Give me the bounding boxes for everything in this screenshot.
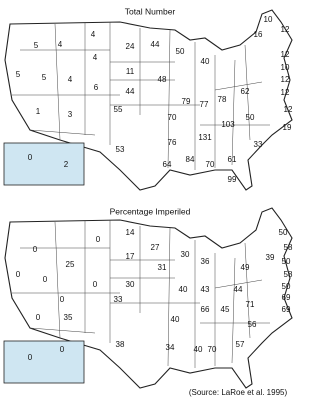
state-value: 79 (182, 97, 191, 106)
state-value: 53 (116, 145, 125, 154)
state-value: 5 (34, 41, 39, 50)
state-value: 64 (163, 160, 172, 169)
state-value: 0 (43, 275, 48, 284)
bottom-map: Percentage Imperiled (3, 206, 293, 389)
state-value: 0 (36, 313, 41, 322)
state-value: 40 (179, 285, 188, 294)
state-value: 12 (284, 105, 293, 114)
state-value: 12 (281, 88, 290, 97)
state-value: 50 (282, 282, 291, 291)
state-value: 69 (282, 305, 291, 314)
state-value: 3 (68, 110, 73, 119)
state-value: 4 (68, 75, 73, 84)
state-value: 6 (94, 83, 99, 92)
state-value: 62 (241, 87, 250, 96)
map-title: Total Number (125, 6, 176, 16)
state-value: 78 (218, 95, 227, 104)
source-note: (Source: LaRoe et al. 1995) (189, 388, 288, 397)
state-value: 10 (281, 63, 290, 72)
state-value: 27 (151, 243, 160, 252)
state-value: 5 (16, 70, 21, 79)
state-value: 36 (201, 257, 210, 266)
state-value: 4 (93, 53, 98, 62)
state-value: 58 (284, 243, 293, 252)
state-value: 17 (126, 252, 135, 261)
state-value: 30 (181, 250, 190, 259)
state-value: 66 (201, 305, 210, 314)
state-value: 44 (234, 285, 243, 294)
state-value: 0 (28, 153, 33, 162)
state-value: 34 (166, 343, 175, 352)
state-value: 70 (168, 113, 177, 122)
state-value: 77 (200, 100, 209, 109)
state-value: 70 (206, 160, 215, 169)
state-value: 19 (283, 123, 292, 132)
state-value: 50 (279, 228, 288, 237)
state-value: 103 (221, 120, 235, 129)
state-value: 55 (114, 105, 123, 114)
state-value: 5 (42, 73, 47, 82)
state-value: 0 (93, 280, 98, 289)
state-value: 50 (246, 113, 255, 122)
state-value: 61 (228, 155, 237, 164)
state-value: 33 (114, 295, 123, 304)
top-map: Total Number (3, 6, 293, 191)
state-value: 0 (60, 295, 65, 304)
state-value: 44 (151, 40, 160, 49)
state-value: 4 (58, 40, 63, 49)
state-value: 14 (126, 228, 135, 237)
state-value: 12 (281, 25, 290, 34)
state-value: 38 (116, 340, 125, 349)
state-value: 76 (168, 138, 177, 147)
state-value: 33 (254, 140, 263, 149)
state-value: 50 (176, 47, 185, 56)
map-figure: Total Number Percentage Imperiled (Sourc… (3, 6, 293, 397)
state-value: 25 (66, 260, 75, 269)
state-value: 16 (254, 30, 263, 39)
alaska-hawaii-inset (3, 340, 85, 384)
state-value: 48 (158, 75, 167, 84)
state-value: 1 (36, 107, 41, 116)
state-value: 49 (241, 263, 250, 272)
map-title: Percentage Imperiled (110, 206, 191, 216)
state-value: 12 (281, 75, 290, 84)
state-value: 58 (284, 270, 293, 279)
state-value: 0 (16, 270, 21, 279)
state-value: 11 (126, 67, 135, 76)
state-value: 56 (248, 320, 257, 329)
state-value: 57 (236, 340, 245, 349)
state-value: 40 (201, 57, 210, 66)
state-value: 24 (126, 42, 135, 51)
state-value: 0 (96, 235, 101, 244)
state-value: 0 (33, 245, 38, 254)
state-value: 70 (208, 345, 217, 354)
state-value: 99 (228, 175, 237, 184)
state-value: 131 (198, 133, 212, 142)
state-value: 71 (246, 300, 255, 309)
state-value: 45 (221, 305, 230, 314)
state-value: 31 (158, 263, 167, 272)
state-value: 39 (266, 253, 275, 262)
state-value: 50 (282, 257, 291, 266)
state-value: 0 (60, 345, 65, 354)
state-value: 30 (126, 280, 135, 289)
state-value: 12 (281, 50, 290, 59)
state-value: 35 (64, 313, 73, 322)
state-value: 0 (28, 353, 33, 362)
alaska-hawaii-inset (3, 142, 85, 186)
state-value: 40 (171, 315, 180, 324)
state-value: 4 (91, 30, 96, 39)
state-value: 44 (126, 87, 135, 96)
state-value: 43 (201, 285, 210, 294)
state-value: 2 (64, 160, 69, 169)
state-value: 40 (194, 345, 203, 354)
state-value: 10 (264, 15, 273, 24)
state-value: 84 (186, 155, 195, 164)
state-value: 69 (282, 293, 291, 302)
